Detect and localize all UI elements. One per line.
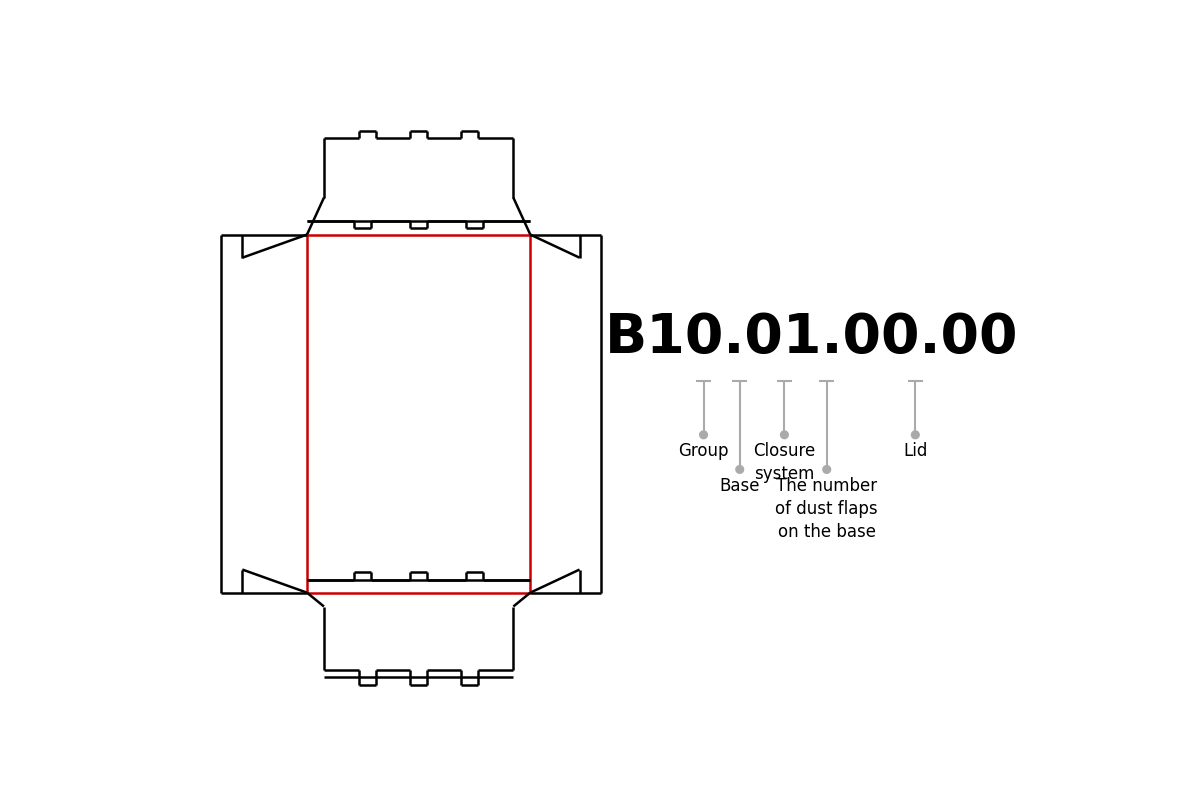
Text: Group: Group	[678, 442, 728, 461]
Text: Lid: Lid	[904, 442, 928, 461]
Circle shape	[736, 466, 744, 474]
Circle shape	[823, 466, 830, 474]
Circle shape	[912, 431, 919, 438]
Text: B10.01.00.00: B10.01.00.00	[605, 311, 1018, 366]
Text: Base: Base	[720, 477, 760, 495]
Text: The number
of dust flaps
on the base: The number of dust flaps on the base	[775, 477, 878, 541]
Text: Closure
system: Closure system	[754, 442, 816, 483]
Circle shape	[780, 431, 788, 438]
Circle shape	[700, 431, 708, 438]
